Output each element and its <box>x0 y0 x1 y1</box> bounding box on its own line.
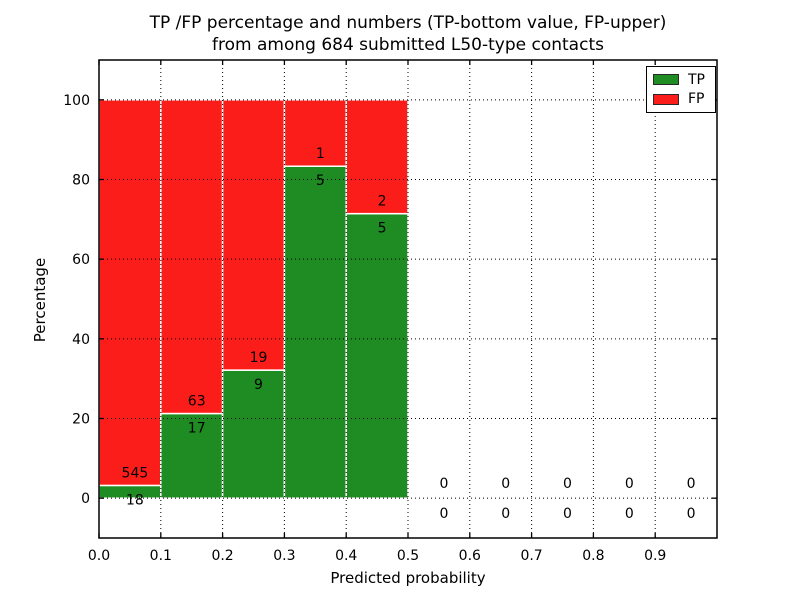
fp-count-label: 1 <box>316 146 325 162</box>
x-tick-label: 0.1 <box>150 548 172 564</box>
fp-count-label: 0 <box>563 476 572 492</box>
x-tick-label: 0.8 <box>582 548 604 564</box>
y-axis-label: Percentage <box>31 257 49 343</box>
tp-count-label: 5 <box>378 221 387 237</box>
chart-title-line1: TP /FP percentage and numbers (TP-bottom… <box>149 13 667 33</box>
fp-count-label: 0 <box>687 476 696 492</box>
y-tick-label: 20 <box>72 412 90 428</box>
y-tick-label: 60 <box>72 252 90 268</box>
fp-bar <box>98 99 162 487</box>
fp-count-label: 0 <box>439 476 448 492</box>
tp-count-label: 0 <box>563 506 572 522</box>
x-tick-label: 0.9 <box>644 548 666 564</box>
tp-count-label: 17 <box>188 421 206 437</box>
x-tick-label: 0.5 <box>397 548 419 564</box>
y-tick-label: 80 <box>72 173 90 189</box>
fp-bar <box>221 99 286 371</box>
y-tick-label: 100 <box>63 93 90 109</box>
fp-count-label: 63 <box>188 394 206 410</box>
legend-label-fp: FP <box>688 91 705 108</box>
legend-item-tp: TP <box>653 72 709 88</box>
chart-title: TP /FP percentage and numbers (TP-bottom… <box>16 12 800 56</box>
fp-bar <box>283 99 347 167</box>
tp-count-label: 0 <box>625 506 634 522</box>
x-tick-label: 0.4 <box>335 548 357 564</box>
legend: TP FP <box>646 66 716 113</box>
tp-count-label: 5 <box>316 173 325 189</box>
y-tick-label: 40 <box>72 332 90 348</box>
fp-swatch-icon <box>653 93 679 105</box>
tp-swatch-icon <box>653 74 679 86</box>
tp-bar <box>283 165 347 499</box>
fp-count-label: 19 <box>250 350 268 366</box>
tp-count-label: 0 <box>501 506 510 522</box>
fp-count-label: 2 <box>378 194 387 210</box>
tp-count-label: 0 <box>439 506 448 522</box>
x-tick-label: 0.6 <box>459 548 481 564</box>
legend-item-fp: FP <box>653 91 709 107</box>
x-axis-label: Predicted probability <box>330 569 486 587</box>
chart-title-line2: from among 684 submitted L50-type contac… <box>212 35 604 55</box>
legend-label-tp: TP <box>688 71 705 88</box>
fp-bar <box>345 99 409 215</box>
tp-bar <box>160 412 224 499</box>
fp-count-label: 545 <box>122 465 149 481</box>
x-tick-label: 0.0 <box>88 548 110 564</box>
tp-count-label: 9 <box>254 377 263 393</box>
fp-bar <box>160 99 224 415</box>
tp-count-label: 0 <box>687 506 696 522</box>
x-tick-label: 0.3 <box>273 548 295 564</box>
y-tick-label: 0 <box>81 491 90 507</box>
x-tick-label: 0.2 <box>211 548 233 564</box>
fp-count-label: 0 <box>625 476 634 492</box>
fp-count-label: 0 <box>501 476 510 492</box>
tp-bar <box>345 212 409 499</box>
x-tick-label: 0.7 <box>520 548 542 564</box>
tp-count-label: 18 <box>126 492 144 508</box>
